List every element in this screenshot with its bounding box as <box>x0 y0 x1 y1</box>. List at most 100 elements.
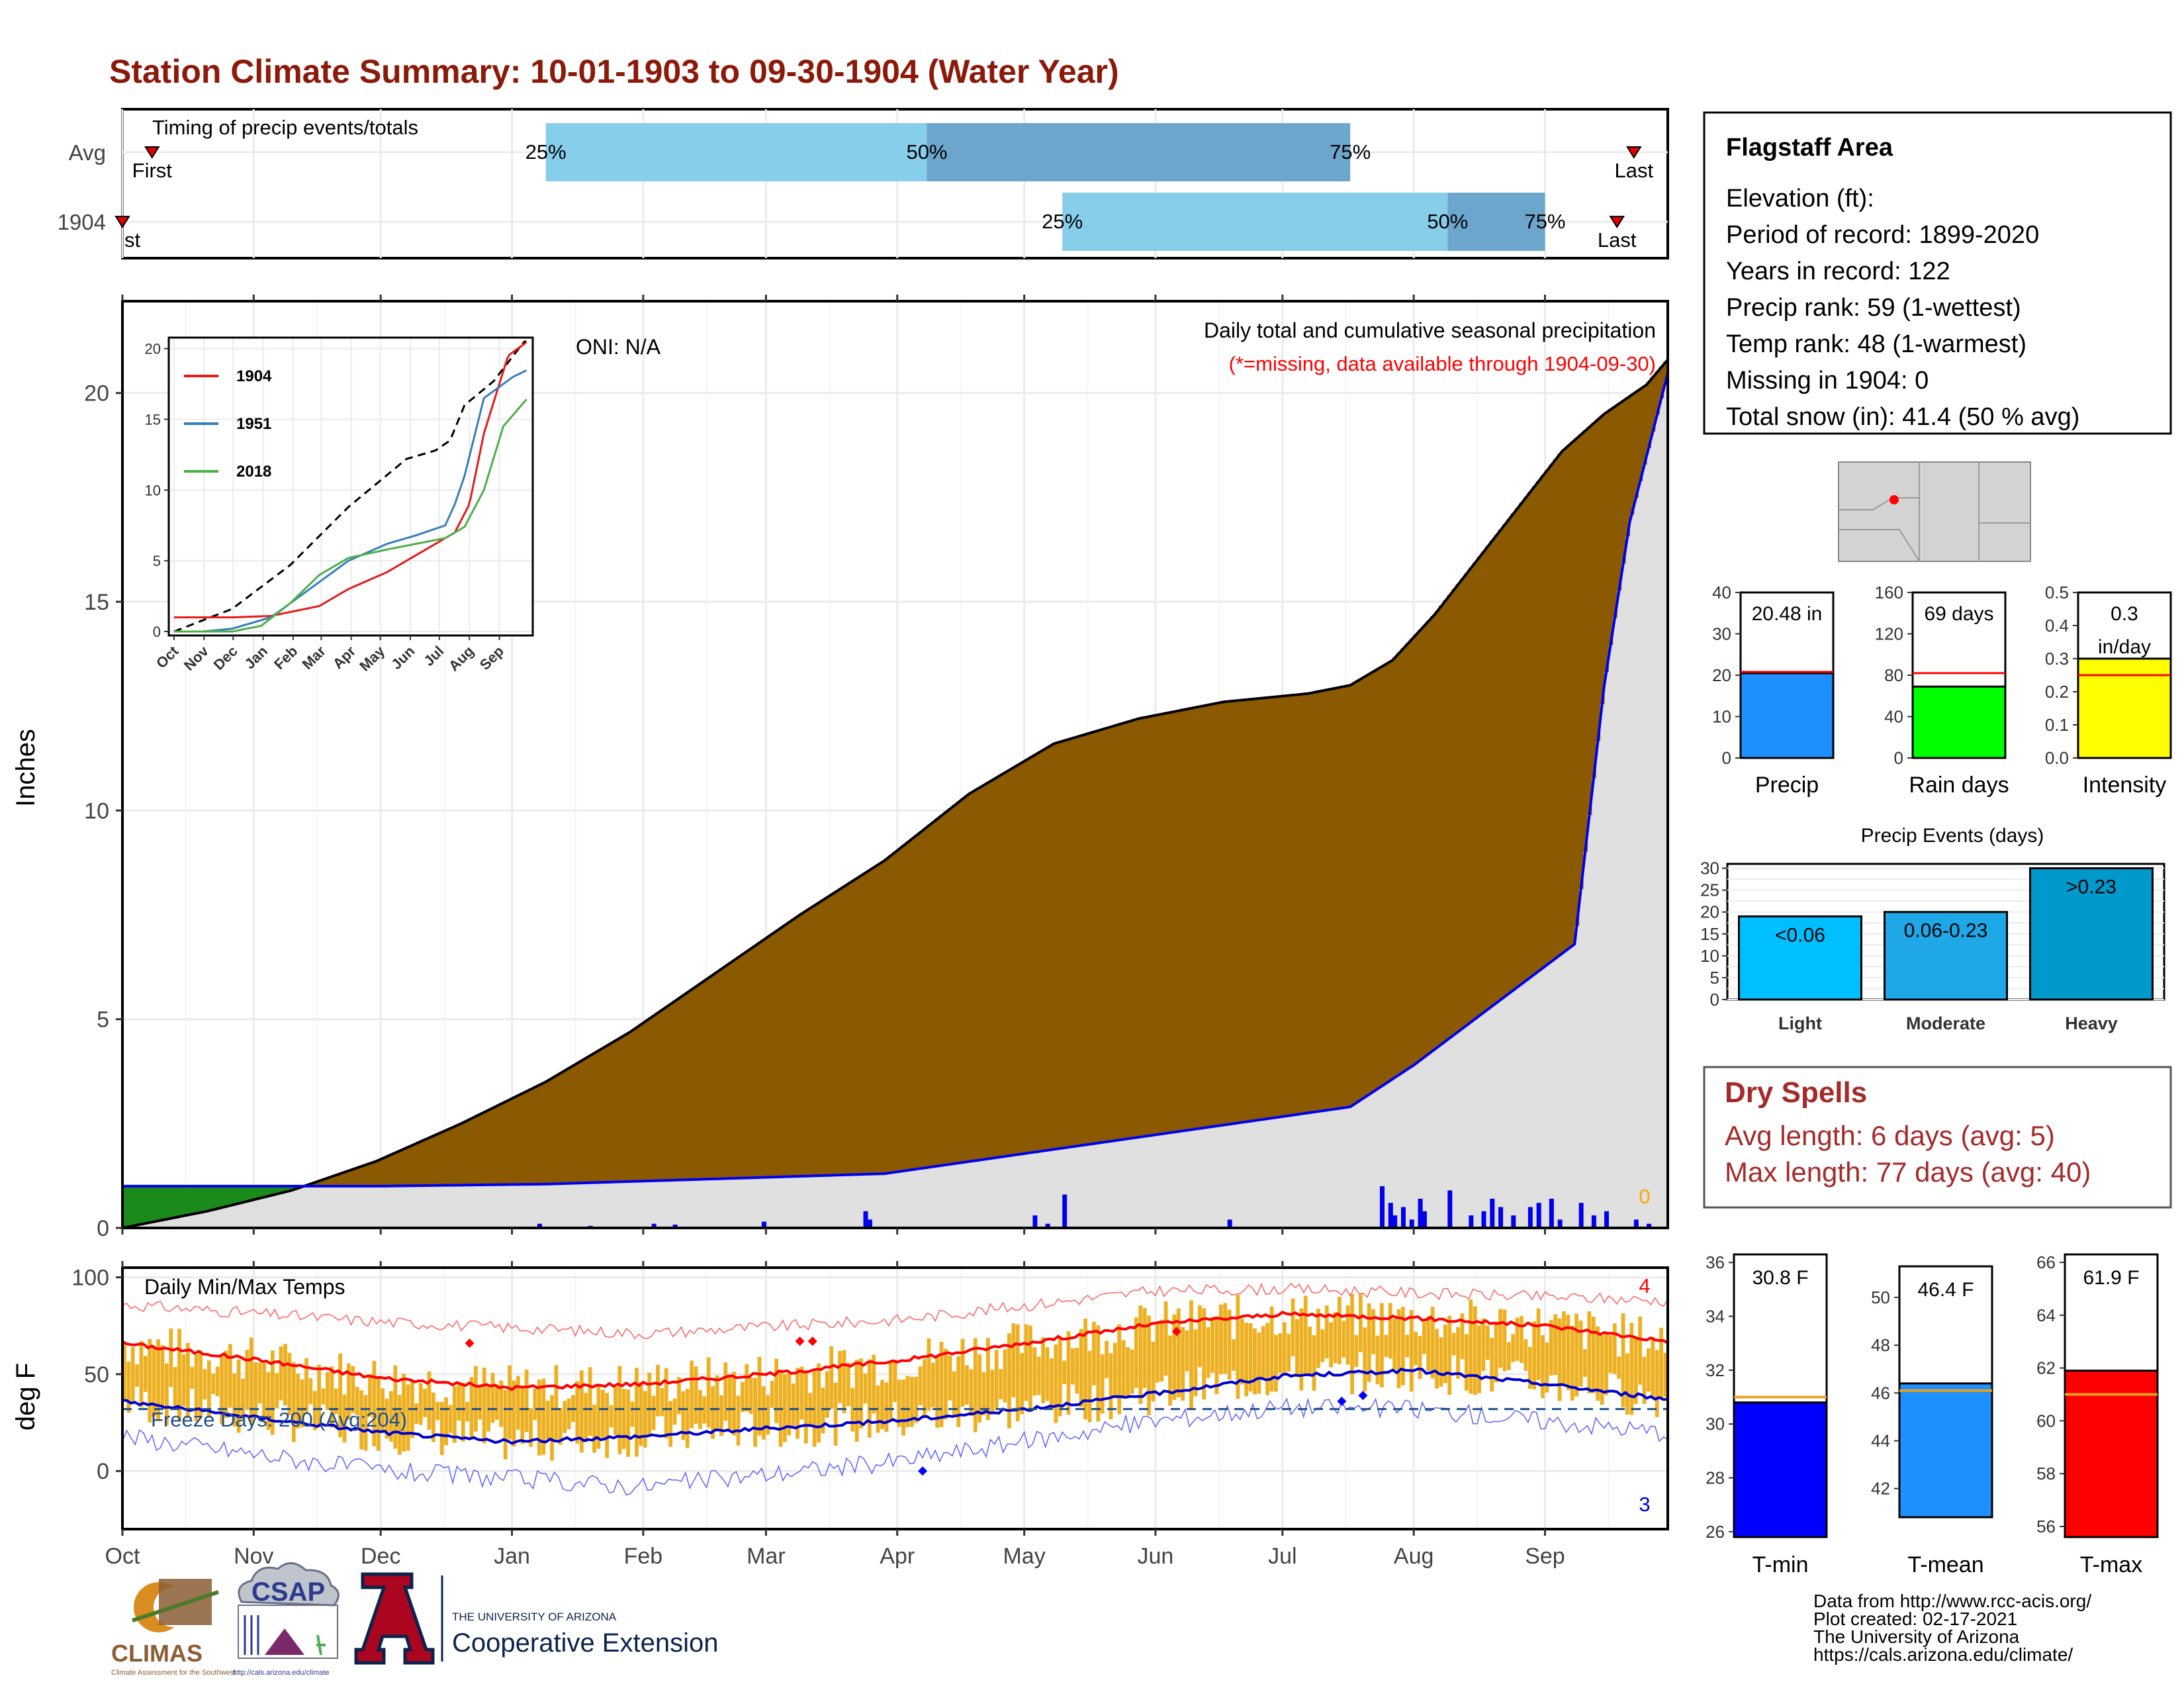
temp-daily-bar <box>668 1401 673 1447</box>
temp-daily-bar <box>164 1363 169 1426</box>
inset-y-tick-label: 5 <box>153 553 161 569</box>
temp-daily-bar <box>1642 1356 1647 1404</box>
temp-daily-bar <box>690 1360 694 1429</box>
temp-daily-bar <box>1248 1323 1253 1391</box>
temp-daily-bar <box>418 1383 423 1425</box>
temp-daily-bar <box>236 1359 241 1433</box>
timing-bar-first-half <box>1062 193 1448 251</box>
temp-daily-bar <box>1345 1305 1350 1365</box>
temp-daily-bar <box>715 1376 719 1429</box>
temp-lines <box>122 1282 1669 1496</box>
temp-daily-bar <box>135 1364 139 1387</box>
timing-p75-label: 75% <box>1330 140 1371 164</box>
timing-first-label: First <box>132 159 173 182</box>
inset-line-1904 <box>174 341 527 619</box>
dry-spells-title: Dry Spells <box>1725 1076 1867 1109</box>
temp-daily-bar <box>1515 1317 1520 1361</box>
precip-observed-line <box>122 372 1669 1188</box>
month-tick-label: Feb <box>624 1544 663 1569</box>
mini-bar-tick-label: 0.5 <box>2045 583 2069 602</box>
precip-areas <box>122 358 1669 1229</box>
temp-daily-bar <box>1218 1304 1223 1374</box>
precip-chart-note: Daily total and cumulative seasonal prec… <box>1204 318 1656 342</box>
precip-daily-bar <box>651 1223 657 1228</box>
temp-daily-bar <box>1342 1321 1346 1358</box>
temp-daily-bar <box>1464 1334 1469 1391</box>
mini-bar-value-label-unit: in/day <box>2098 636 2151 658</box>
temp-daily-bar <box>558 1407 563 1445</box>
timing-p50-label: 50% <box>1427 210 1468 233</box>
temp-daily-bar <box>529 1408 533 1447</box>
average-max-line <box>122 1311 1669 1391</box>
temp-daily-bar <box>1647 1348 1651 1392</box>
temp-daily-bar <box>1469 1299 1473 1394</box>
temp-daily-bar <box>567 1398 571 1430</box>
temp-daily-bar <box>859 1358 863 1429</box>
temp-daily-bar <box>368 1374 372 1417</box>
temp-daily-bar <box>1024 1324 1028 1401</box>
temp-daily-bar <box>351 1366 355 1413</box>
temp-daily-bar <box>143 1356 148 1392</box>
temp-daily-bar <box>931 1362 935 1408</box>
temp-daily-bar <box>782 1374 787 1442</box>
events-y-tick-label: 30 <box>1700 859 1719 878</box>
temp-daily-bar <box>1494 1322 1498 1383</box>
temp-daily-bar <box>1075 1348 1079 1394</box>
month-tick-label: Jul <box>1268 1544 1297 1569</box>
temp-daily-bar <box>533 1388 537 1421</box>
temp-daily-bar <box>702 1396 707 1424</box>
temp-daily-bar <box>825 1371 829 1418</box>
temp-daily-bar <box>1524 1339 1528 1371</box>
temp-daily-bar <box>1498 1309 1502 1368</box>
inset-series <box>173 340 527 633</box>
temp-daily-bar <box>1079 1329 1083 1407</box>
station-info-box: Flagstaff Area Elevation (ft): Period of… <box>1703 111 2172 435</box>
temp-daily-bar <box>1240 1319 1244 1385</box>
temp-daily-bar <box>927 1338 931 1411</box>
temp-daily-bar <box>1388 1303 1392 1359</box>
temp-daily-bar <box>1126 1347 1130 1397</box>
temp-daily-bar <box>1536 1308 1541 1380</box>
temp-daily-bar <box>270 1350 275 1435</box>
temp-daily-bar <box>575 1381 580 1444</box>
precip-baseline-area <box>122 373 1668 1228</box>
timing-last-label: Last <box>1598 228 1637 252</box>
info-precip-rank: Precip rank: 59 (1-wettest) <box>1726 294 2021 322</box>
temp-summary-label: T-max <box>2080 1552 2142 1577</box>
temp-summary-value-label: 61.9 F <box>2083 1267 2139 1289</box>
temp-daily-bar <box>355 1387 359 1415</box>
temp-daily-bar <box>1324 1305 1329 1359</box>
temp-summary-tick-label: 64 <box>2036 1305 2056 1325</box>
temp-daily-bar <box>1354 1335 1359 1368</box>
temp-daily-bar <box>1600 1335 1604 1405</box>
temp-daily-bar <box>821 1387 825 1434</box>
temp-daily-bar <box>148 1338 152 1423</box>
temp-daily-bar <box>1591 1316 1596 1393</box>
temp-daily-bar <box>1066 1331 1071 1415</box>
temp-daily-bar <box>220 1356 224 1425</box>
precip-daily-bar <box>867 1219 872 1228</box>
timing-last-label: Last <box>1615 159 1654 182</box>
temp-daily-bar <box>723 1362 728 1421</box>
temp-daily-bar <box>1617 1356 1621 1379</box>
inset-legend-label: 2018 <box>236 463 271 481</box>
temp-daily-bar <box>1562 1311 1566 1386</box>
temp-summary-t-min: 26 28 30 32 34 36 30.8 F T-min <box>1706 1252 1828 1577</box>
precip-daily-bar <box>1578 1203 1584 1228</box>
info-total-snow: Total snow (in): 41.4 (50 % avg) <box>1726 403 2079 431</box>
temp-summary-bar <box>1898 1382 1993 1519</box>
temp-daily-bar <box>473 1366 478 1432</box>
temp-daily-bar <box>727 1376 732 1430</box>
temp-daily-bar <box>266 1372 271 1430</box>
record-low-marker <box>1358 1391 1368 1401</box>
mini-bar-tick-label: 10 <box>1712 707 1731 727</box>
temp-daily-bar <box>554 1365 559 1440</box>
temp-daily-bar <box>524 1369 529 1432</box>
precip-chart-missing-note: (*=missing, data available through 1904-… <box>1229 352 1656 375</box>
temp-daily-bar <box>1032 1347 1037 1396</box>
temp-daily-bar <box>1587 1311 1592 1393</box>
temp-daily-bar <box>635 1368 639 1457</box>
climas-logo-text: CLIMAS <box>111 1640 203 1667</box>
temp-daily-bar <box>363 1395 368 1451</box>
station-name: Flagstaff Area <box>1726 134 1893 162</box>
